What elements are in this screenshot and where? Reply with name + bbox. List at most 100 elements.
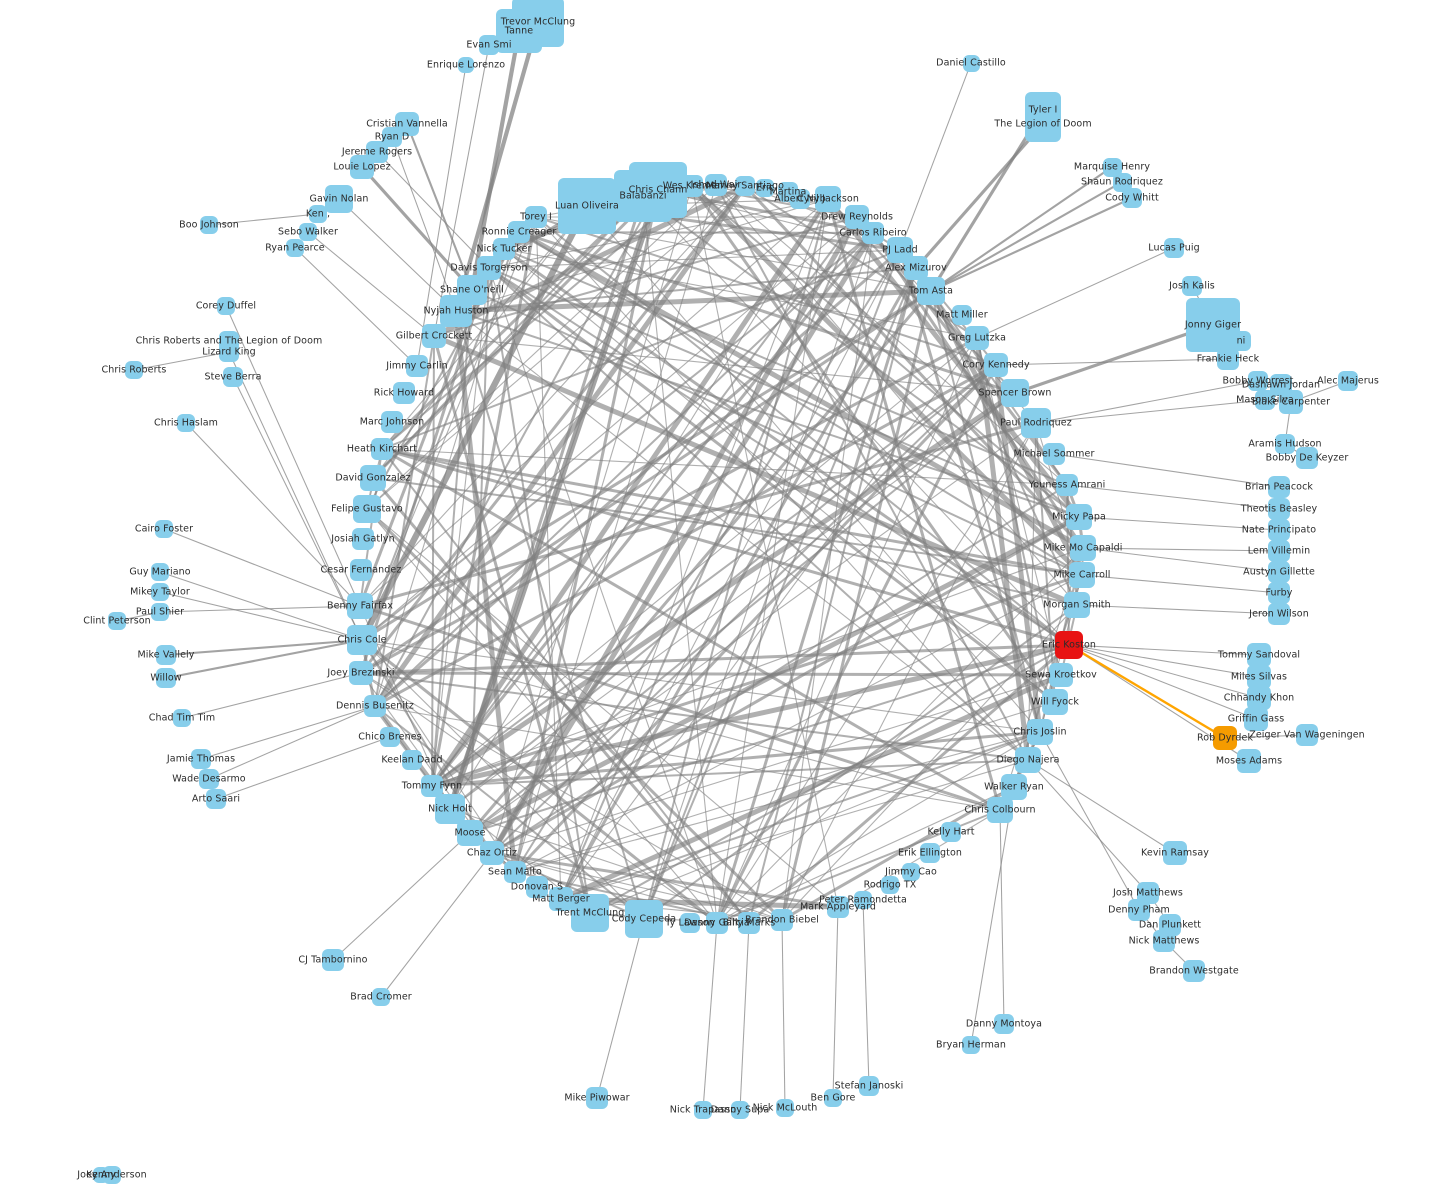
graph-node[interactable] xyxy=(1247,686,1271,710)
graph-node[interactable] xyxy=(286,239,304,257)
graph-node[interactable] xyxy=(125,361,143,379)
graph-node[interactable] xyxy=(421,775,443,797)
graph-node[interactable] xyxy=(1112,172,1132,192)
graph-node[interactable] xyxy=(1268,540,1290,562)
graph-node[interactable] xyxy=(435,794,465,824)
graph-node[interactable] xyxy=(299,223,317,241)
graph-node[interactable] xyxy=(347,625,377,655)
graph-node[interactable] xyxy=(364,695,386,717)
graph-node[interactable] xyxy=(525,206,547,228)
graph-node[interactable] xyxy=(382,127,402,147)
graph-node[interactable] xyxy=(350,559,372,581)
graph-node[interactable] xyxy=(994,1014,1014,1034)
graph-node[interactable] xyxy=(1237,749,1261,773)
graph-node[interactable] xyxy=(1042,689,1068,715)
graph-node[interactable] xyxy=(1021,408,1051,438)
graph-node[interactable] xyxy=(854,891,872,909)
graph-node[interactable] xyxy=(776,1099,794,1117)
graph-node[interactable] xyxy=(1049,663,1073,687)
graph-node[interactable] xyxy=(1027,719,1053,745)
graph-node[interactable] xyxy=(1255,390,1275,410)
graph-node[interactable] xyxy=(1025,106,1061,142)
graph-node[interactable] xyxy=(1070,535,1096,561)
graph-node[interactable] xyxy=(309,205,327,223)
graph-node[interactable] xyxy=(380,727,400,747)
graph-node[interactable] xyxy=(1296,724,1318,746)
graph-node[interactable] xyxy=(156,645,176,665)
graph-node[interactable] xyxy=(738,912,760,934)
graph-node[interactable] xyxy=(1244,707,1268,731)
graph-node[interactable] xyxy=(1043,443,1065,465)
graph-node[interactable] xyxy=(1153,930,1175,952)
graph-node[interactable] xyxy=(1268,476,1290,498)
graph-node[interactable] xyxy=(151,563,169,581)
graph-node[interactable] xyxy=(962,54,980,72)
graph-node[interactable] xyxy=(917,277,945,305)
graph-node[interactable] xyxy=(177,414,195,432)
graph-node[interactable] xyxy=(1055,631,1083,659)
graph-node[interactable] xyxy=(1069,562,1095,588)
graph-node[interactable] xyxy=(1247,643,1271,667)
graph-node[interactable] xyxy=(156,668,176,688)
graph-node[interactable] xyxy=(965,326,989,350)
graph-node[interactable] xyxy=(422,324,446,348)
graph-node[interactable] xyxy=(962,1036,980,1054)
graph-node[interactable] xyxy=(1213,726,1237,750)
graph-node[interactable] xyxy=(731,1101,749,1119)
graph-node[interactable] xyxy=(381,411,403,433)
graph-node[interactable] xyxy=(457,820,483,846)
graph-node[interactable] xyxy=(902,863,920,881)
graph-node[interactable] xyxy=(526,876,548,898)
graph-node[interactable] xyxy=(705,174,727,196)
graph-node[interactable] xyxy=(353,495,381,523)
graph-node[interactable] xyxy=(325,185,353,213)
graph-node[interactable] xyxy=(1182,276,1202,296)
graph-node[interactable] xyxy=(625,900,663,938)
graph-node[interactable] xyxy=(1231,331,1251,351)
graph-node[interactable] xyxy=(941,822,961,842)
graph-node[interactable] xyxy=(191,749,211,769)
graph-node[interactable] xyxy=(108,612,126,630)
graph-node[interactable] xyxy=(223,367,243,387)
graph-node[interactable] xyxy=(1137,882,1159,904)
graph-node[interactable] xyxy=(614,170,672,222)
graph-node[interactable] xyxy=(987,797,1013,823)
graph-node[interactable] xyxy=(904,256,928,280)
graph-node[interactable] xyxy=(103,1166,121,1184)
graph-node[interactable] xyxy=(372,988,390,1006)
graph-node[interactable] xyxy=(352,528,374,550)
graph-node[interactable] xyxy=(496,9,542,53)
graph-node[interactable] xyxy=(827,896,849,918)
graph-node[interactable] xyxy=(200,216,218,234)
graph-node[interactable] xyxy=(1064,592,1090,618)
graph-node[interactable] xyxy=(1102,157,1122,177)
graph-node[interactable] xyxy=(680,913,700,933)
graph-node[interactable] xyxy=(173,709,191,727)
graph-node[interactable] xyxy=(1275,434,1295,454)
graph-node[interactable] xyxy=(824,1089,842,1107)
graph-node[interactable] xyxy=(347,593,373,619)
graph-node[interactable] xyxy=(984,353,1008,377)
graph-node[interactable] xyxy=(1183,960,1205,982)
graph-node[interactable] xyxy=(549,887,573,911)
graph-node[interactable] xyxy=(1128,899,1150,921)
graph-node[interactable] xyxy=(586,1087,608,1109)
graph-node[interactable] xyxy=(1338,371,1358,391)
graph-node[interactable] xyxy=(151,583,169,601)
graph-node[interactable] xyxy=(1247,665,1271,689)
graph-node[interactable] xyxy=(350,155,374,179)
graph-node[interactable] xyxy=(1268,582,1290,604)
graph-node[interactable] xyxy=(1163,841,1187,865)
graph-node[interactable] xyxy=(206,789,226,809)
graph-node[interactable] xyxy=(881,876,899,894)
graph-node[interactable] xyxy=(493,238,515,260)
graph-node[interactable] xyxy=(217,297,235,315)
graph-node[interactable] xyxy=(706,912,728,934)
graph-node[interactable] xyxy=(322,949,344,971)
graph-node[interactable] xyxy=(815,186,841,212)
graph-node[interactable] xyxy=(360,465,386,491)
graph-node[interactable] xyxy=(1001,774,1027,800)
graph-node[interactable] xyxy=(681,175,703,197)
graph-node[interactable] xyxy=(393,382,415,404)
